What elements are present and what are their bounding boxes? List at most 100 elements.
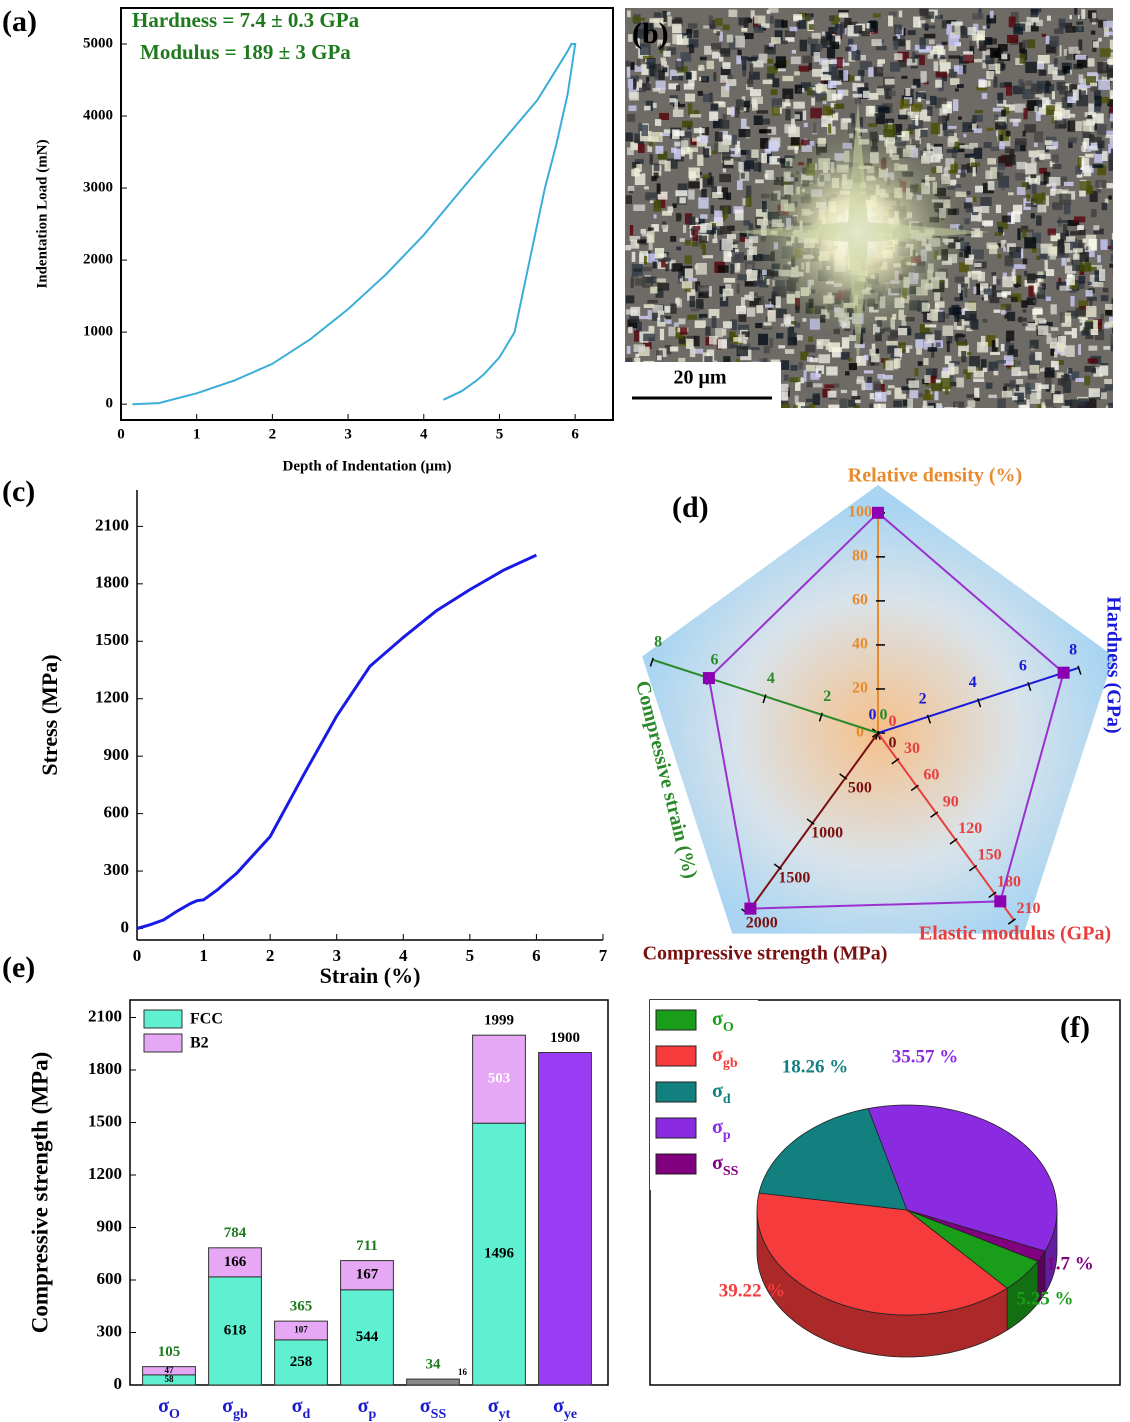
texture	[1018, 371, 1028, 376]
texture	[794, 395, 799, 404]
texture	[627, 319, 638, 329]
texture	[652, 309, 663, 321]
texture	[743, 100, 751, 108]
texture	[935, 379, 941, 385]
texture	[1001, 187, 1005, 191]
total-label: 105	[158, 1344, 181, 1360]
texture	[720, 66, 731, 76]
texture	[1093, 281, 1104, 288]
texture	[962, 122, 973, 133]
texture	[926, 368, 938, 378]
legend-label: σgb	[712, 1044, 738, 1071]
texture	[1059, 193, 1072, 205]
texture	[941, 76, 947, 82]
texture	[637, 144, 645, 154]
texture	[715, 328, 724, 338]
texture	[964, 256, 974, 265]
texture	[734, 263, 740, 273]
texture	[636, 321, 642, 333]
texture	[806, 13, 812, 21]
texture	[850, 113, 855, 124]
texture	[856, 83, 865, 88]
texture	[1052, 154, 1059, 163]
texture	[997, 44, 1008, 52]
texture	[1085, 153, 1094, 158]
y-tick-label: 1200	[95, 688, 129, 707]
texture	[800, 406, 811, 408]
texture	[809, 357, 819, 363]
texture	[848, 75, 855, 82]
texture	[657, 191, 668, 200]
texture	[974, 110, 984, 114]
texture	[963, 133, 967, 138]
texture	[885, 87, 892, 100]
texture	[627, 34, 633, 42]
y-tick-label: 900	[104, 745, 130, 764]
texture	[646, 231, 655, 243]
texture	[844, 371, 850, 376]
texture	[1049, 161, 1055, 167]
texture	[1030, 83, 1043, 95]
texture	[985, 382, 993, 389]
texture	[685, 93, 696, 102]
texture	[1014, 23, 1026, 32]
texture	[1063, 66, 1071, 74]
texture	[869, 20, 877, 33]
texture	[954, 314, 960, 322]
texture	[698, 290, 709, 299]
texture	[986, 335, 996, 347]
texture	[1086, 144, 1092, 152]
texture	[918, 47, 930, 53]
texture	[628, 326, 633, 334]
radar-marker	[702, 672, 715, 685]
texture	[1102, 287, 1109, 293]
texture	[924, 389, 931, 401]
texture	[1041, 283, 1046, 290]
texture	[999, 82, 1005, 88]
texture	[873, 403, 881, 408]
texture	[709, 336, 718, 345]
texture	[736, 283, 740, 294]
texture	[982, 25, 987, 30]
texture	[664, 306, 671, 313]
texture	[1107, 245, 1113, 250]
texture	[829, 15, 835, 22]
texture	[1027, 100, 1036, 111]
texture	[720, 75, 728, 83]
texture	[701, 127, 710, 136]
texture	[893, 24, 902, 35]
texture	[1003, 355, 1014, 366]
texture	[1031, 91, 1041, 98]
texture	[736, 305, 747, 315]
texture	[648, 227, 654, 231]
texture	[639, 130, 652, 142]
texture	[894, 53, 903, 61]
texture	[722, 288, 734, 296]
texture	[899, 60, 907, 68]
texture	[964, 302, 977, 315]
texture	[844, 18, 852, 28]
texture	[987, 80, 991, 87]
texture	[1035, 111, 1041, 122]
texture	[1026, 20, 1039, 32]
texture	[1067, 102, 1073, 108]
texture	[810, 107, 823, 119]
texture	[1079, 229, 1086, 236]
texture	[787, 327, 794, 338]
texture	[892, 36, 898, 42]
texture	[1093, 319, 1103, 326]
texture	[740, 173, 745, 179]
texture	[727, 337, 733, 349]
texture	[687, 39, 699, 48]
texture	[922, 405, 934, 408]
x-axis-label: Strain (%)	[320, 963, 421, 988]
texture	[872, 13, 881, 18]
texture	[828, 342, 841, 353]
texture	[1100, 392, 1108, 400]
texture	[1016, 187, 1026, 195]
texture	[711, 186, 721, 198]
texture	[1021, 300, 1028, 308]
texture	[1067, 191, 1076, 200]
texture	[1028, 354, 1038, 361]
texture	[788, 126, 800, 138]
